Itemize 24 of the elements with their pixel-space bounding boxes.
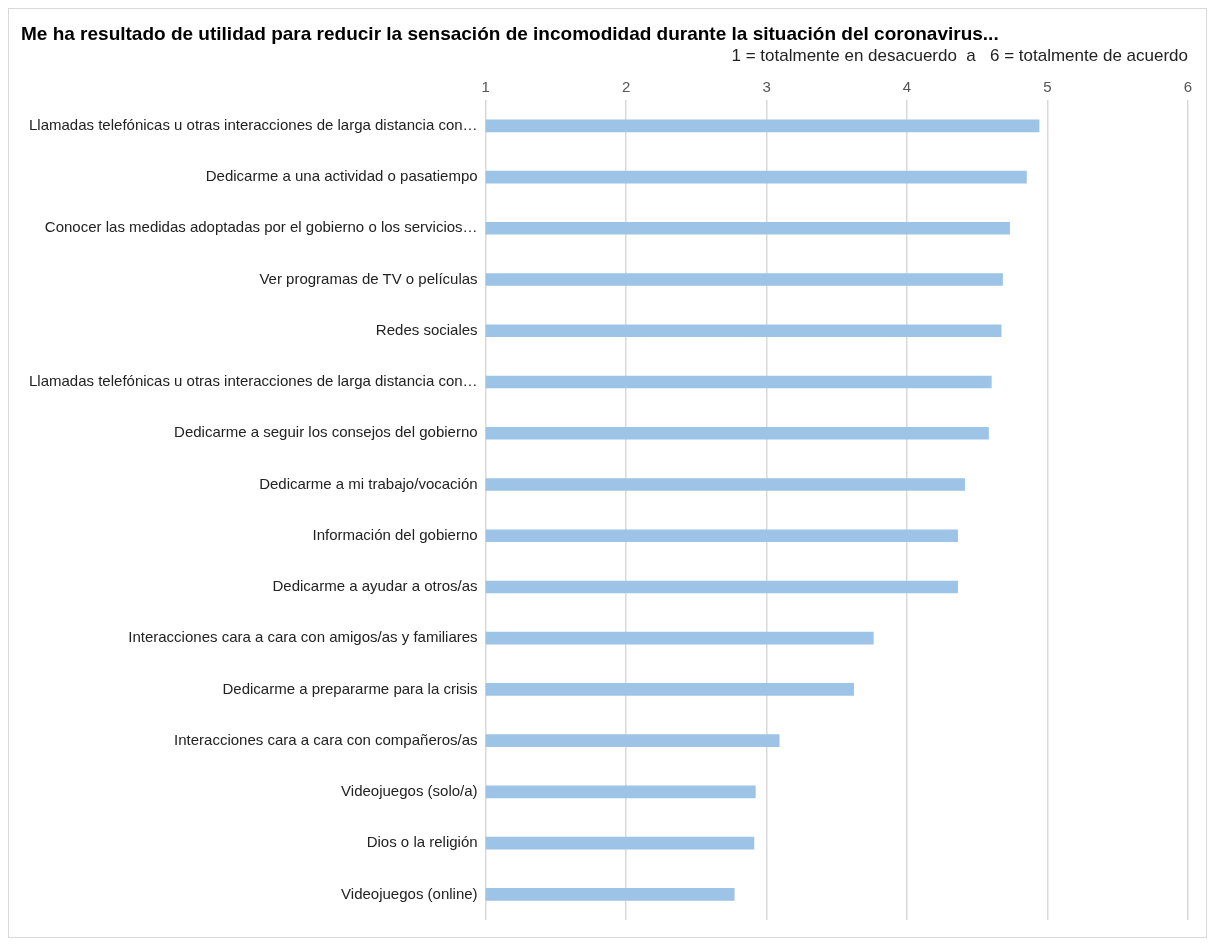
x-tick-label: 4 (902, 78, 912, 96)
y-tick-label: Dedicarme a una actividad o pasatiempo (205, 167, 478, 185)
x-tick-label: 5 (1043, 78, 1052, 96)
y-tick-label: Conocer las medidas adoptadas por el gobierno o los servicios… (44, 218, 478, 236)
x-tick-label: 2 (621, 78, 631, 96)
y-tick-label: Interacciones cara a cara con amigos/as y familiares (128, 628, 478, 646)
chart-title: Me ha resultado de utilidad para reducir la sensación de incomodidad durante la situación del coronavirus... (21, 22, 999, 44)
y-tick-label: Videojuegos (online) (341, 884, 478, 902)
chart-subtitle: 1 = totalmente en desacuerdo a 6 = totalmente de acuerdo (731, 45, 1188, 65)
y-tick-label: Dios o la religión (366, 833, 478, 851)
y-tick-label: Ver programas de TV o películas (259, 269, 478, 287)
x-tick-label: 6 (1183, 78, 1193, 96)
y-tick-label: Videojuegos (solo/a) (341, 782, 478, 800)
x-tick-label: 1 (481, 78, 490, 96)
y-tick-label: Llamadas telefónicas u otras interacciones de larga distancia con… (28, 115, 478, 133)
y-tick-label: Interacciones cara a cara con compañeros/as (174, 730, 478, 748)
y-tick-label: Información del gobierno (312, 525, 478, 543)
y-tick-label: Dedicarme a seguir los consejos del gobierno (174, 423, 478, 441)
y-tick-label: Dedicarme a ayudar a otros/as (272, 577, 478, 595)
y-tick-label: Redes sociales (375, 320, 478, 338)
y-tick-label: Llamadas telefónicas u otras interacciones de larga distancia con… (28, 372, 478, 390)
y-tick-label: Dedicarme a mi trabajo/vocación (259, 474, 478, 492)
y-tick-label: Dedicarme a prepararme para la crisis (222, 679, 478, 697)
x-tick-label: 3 (762, 78, 771, 96)
